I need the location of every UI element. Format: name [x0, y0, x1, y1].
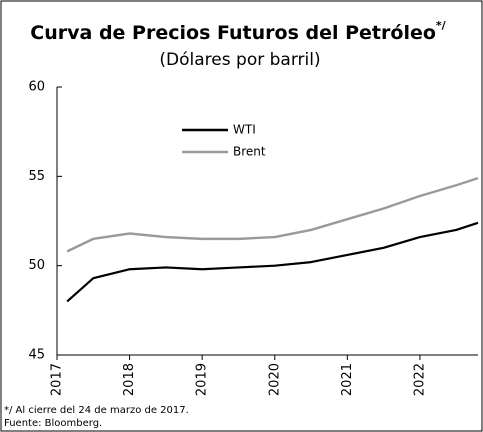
x-tick-label: 2020: [267, 363, 282, 396]
x-tick-label: 2019: [195, 363, 210, 396]
legend-label: Brent: [233, 145, 266, 159]
x-tick-label: 2021: [340, 363, 355, 396]
title-text: Curva de Precios Futuros del Petróleo: [30, 22, 436, 44]
y-tick-label: 50: [28, 258, 45, 273]
x-tick-label: 2018: [122, 363, 137, 396]
y-tick-label: 60: [28, 80, 45, 95]
line-series: [66, 221, 479, 303]
line-series: [66, 176, 479, 253]
note: */ Al cierre del 24 de marzo de 2017.: [4, 405, 189, 416]
title-note: */: [436, 19, 447, 32]
x-tick-label: 2017: [50, 363, 65, 396]
chart-title: Curva de Precios Futuros del Petróleo*/: [30, 19, 446, 44]
chart-subtitle: (Dólares por barril): [159, 50, 320, 70]
y-tick-label: 55: [28, 169, 45, 184]
x-tick-label: 2022: [412, 363, 427, 396]
note: Fuente: Bloomberg.: [4, 418, 102, 429]
y-tick-label: 45: [28, 348, 45, 363]
legend-label: WTI: [233, 123, 256, 137]
